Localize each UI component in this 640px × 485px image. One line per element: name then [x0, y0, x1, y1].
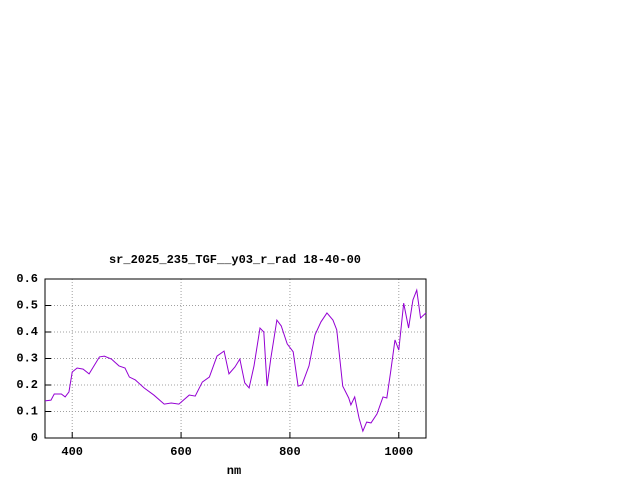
y-tick-label: 0.5 [16, 299, 38, 313]
data-line [44, 288, 427, 433]
y-tick-label: 0.4 [16, 325, 38, 339]
chart-title: sr_2025_235_TGF__y03_r_rad 18-40-00 [109, 253, 361, 267]
x-tick-label: 800 [279, 445, 301, 459]
y-tick-label: 0.6 [16, 272, 38, 286]
x-axis-label: nm [227, 464, 241, 478]
x-tick-label: 600 [170, 445, 192, 459]
y-tick-label: 0.3 [16, 352, 38, 366]
y-tick-label: 0 [31, 431, 38, 445]
y-tick-label: 0.2 [16, 378, 38, 392]
y-tick-label: 0.1 [16, 405, 38, 419]
x-tick-label: 400 [61, 445, 83, 459]
x-tick-label: 1000 [384, 445, 413, 459]
plot-border [44, 278, 427, 439]
